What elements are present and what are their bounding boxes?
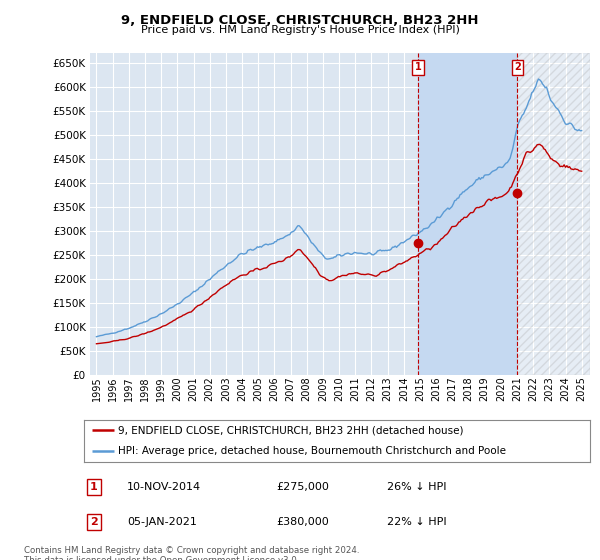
Text: Contains HM Land Registry data © Crown copyright and database right 2024.
This d: Contains HM Land Registry data © Crown c… [24,546,359,560]
Bar [418,53,517,375]
Text: 1: 1 [90,482,98,492]
Text: Price paid vs. HM Land Registry's House Price Index (HPI): Price paid vs. HM Land Registry's House … [140,25,460,35]
Text: £380,000: £380,000 [276,517,329,527]
Text: 9, ENDFIELD CLOSE, CHRISTCHURCH, BH23 2HH: 9, ENDFIELD CLOSE, CHRISTCHURCH, BH23 2H… [121,14,479,27]
Text: 26% ↓ HPI: 26% ↓ HPI [388,482,447,492]
Bar [517,53,590,375]
Text: 2: 2 [514,62,521,72]
Text: £275,000: £275,000 [276,482,329,492]
Text: 22% ↓ HPI: 22% ↓ HPI [388,517,447,527]
Text: 2: 2 [90,517,98,527]
Text: 05-JAN-2021: 05-JAN-2021 [127,517,197,527]
Text: 1: 1 [415,62,421,72]
Text: 9, ENDFIELD CLOSE, CHRISTCHURCH, BH23 2HH (detached house): 9, ENDFIELD CLOSE, CHRISTCHURCH, BH23 2H… [118,426,464,436]
Text: 10-NOV-2014: 10-NOV-2014 [127,482,201,492]
Text: HPI: Average price, detached house, Bournemouth Christchurch and Poole: HPI: Average price, detached house, Bour… [118,446,506,456]
